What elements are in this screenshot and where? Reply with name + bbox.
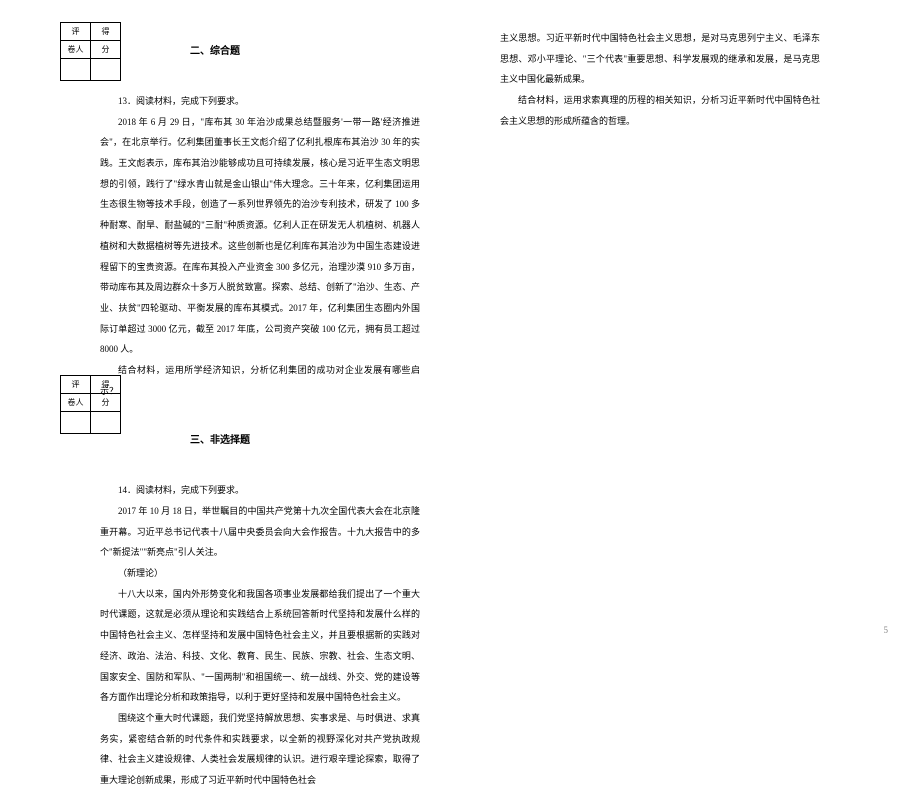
score-box-section-3: 评 得 卷人 分	[60, 375, 121, 434]
score-cell-empty	[61, 59, 91, 81]
score-cell: 分	[91, 394, 121, 412]
score-cell: 分	[91, 41, 121, 59]
q13-prompt: 结合材料，运用所学经济知识，分析亿利集团的成功对企业发展有哪些启示？	[100, 360, 420, 401]
score-cell: 卷人	[61, 394, 91, 412]
score-cell: 得	[91, 23, 121, 41]
section-2-title: 二、综合题	[190, 28, 420, 63]
score-cell-empty	[91, 59, 121, 81]
q14-p3: 围绕这个重大时代课题，我们党坚持解放思想、实事求是、与时俱进、求真务实，紧密结合…	[100, 708, 420, 791]
question-13: 13．阅读材料，完成下列要求。	[100, 91, 420, 112]
q14-p2: 十八大以来，国内外形势变化和我国各项事业发展都给我们提出了一个重大时代课题，这就…	[100, 584, 420, 708]
score-cell-empty	[61, 412, 91, 434]
left-column: 评 得 卷人 分 二、综合题 13．阅读材料，完成下列要求。 2018 年 6 …	[0, 0, 460, 651]
q13-material: 2018 年 6 月 29 日，"库布其 30 年治沙成果总结暨服务'一带一路'…	[100, 112, 420, 360]
page-number: 5	[884, 620, 889, 641]
score-box-section-2: 评 得 卷人 分	[60, 22, 121, 81]
question-14: 14．阅读材料，完成下列要求。	[100, 480, 420, 501]
right-column: 主义思想。习近平新时代中国特色社会主义思想，是对马克思列宁主义、毛泽东思想、邓小…	[460, 0, 920, 651]
q14-prompt: 结合材料，运用求索真理的历程的相关知识，分析习近平新时代中国特色社会主义思想的形…	[500, 90, 820, 131]
score-cell: 评	[61, 23, 91, 41]
q14-p1: 2017 年 10 月 18 日，举世瞩目的中国共产党第十九次全国代表大会在北京…	[100, 501, 420, 563]
score-cell: 得	[91, 376, 121, 394]
score-cell: 卷人	[61, 41, 91, 59]
q14-cont: 主义思想。习近平新时代中国特色社会主义思想，是对马克思列宁主义、毛泽东思想、邓小…	[500, 28, 820, 90]
score-cell: 评	[61, 376, 91, 394]
section-3-title: 三、非选择题	[190, 419, 420, 452]
score-cell-empty	[91, 412, 121, 434]
q14-subhead: （新理论）	[100, 563, 420, 584]
